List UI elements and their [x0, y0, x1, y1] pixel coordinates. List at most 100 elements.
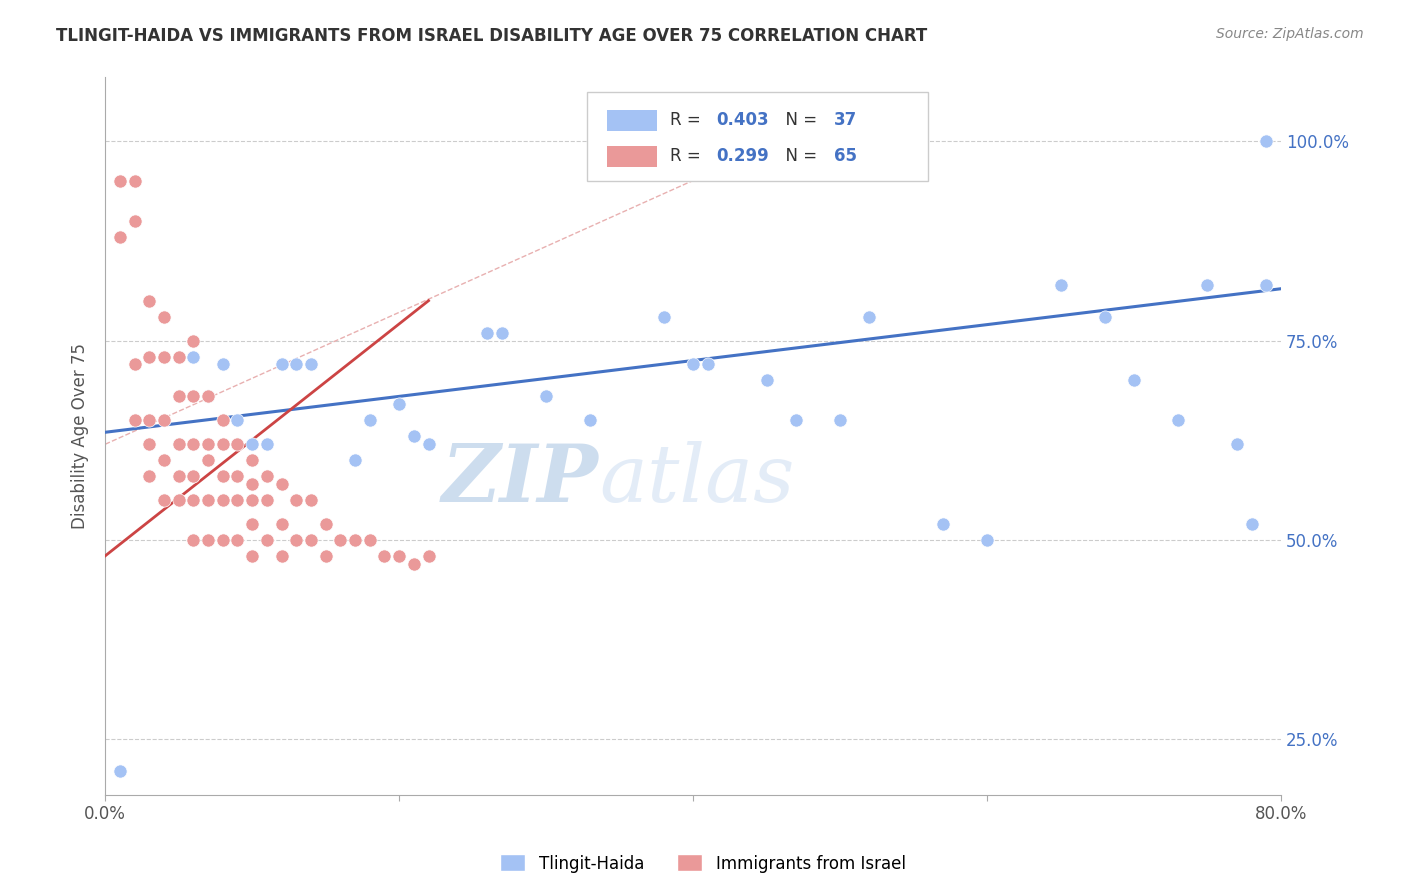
Point [197, 437, 219, 451]
Point [240, 477, 263, 491]
Point [211, 437, 233, 451]
Point [534, 389, 557, 403]
Point [153, 413, 176, 427]
Point [124, 174, 146, 188]
Text: N =: N = [775, 112, 823, 129]
Point [226, 493, 249, 508]
Point [153, 350, 176, 364]
Point [211, 533, 233, 547]
Point [1240, 516, 1263, 531]
Point [388, 549, 411, 563]
Point [183, 533, 205, 547]
Point [270, 516, 292, 531]
Point [256, 533, 278, 547]
Point [167, 389, 190, 403]
Point [240, 516, 263, 531]
Point [652, 310, 675, 324]
Point [477, 326, 499, 340]
Point [138, 437, 160, 451]
Point [858, 310, 880, 324]
Point [108, 174, 131, 188]
Point [755, 373, 778, 387]
Point [1094, 310, 1116, 324]
Point [138, 293, 160, 308]
Point [256, 437, 278, 451]
Point [240, 493, 263, 508]
Point [197, 453, 219, 467]
FancyBboxPatch shape [588, 92, 928, 181]
Bar [607, 110, 657, 131]
Point [285, 533, 308, 547]
Point [197, 533, 219, 547]
Point [211, 413, 233, 427]
Y-axis label: Disability Age Over 75: Disability Age Over 75 [72, 343, 89, 529]
Point [108, 764, 131, 779]
Point [418, 437, 440, 451]
Point [270, 477, 292, 491]
Point [226, 469, 249, 483]
Legend: Tlingit-Haida, Immigrants from Israel: Tlingit-Haida, Immigrants from Israel [494, 847, 912, 880]
Point [299, 533, 322, 547]
Point [167, 469, 190, 483]
Bar [607, 145, 657, 167]
Text: 0.299: 0.299 [717, 147, 769, 165]
Point [1226, 437, 1249, 451]
Point [167, 437, 190, 451]
Point [211, 358, 233, 372]
Point [211, 469, 233, 483]
Point [285, 358, 308, 372]
Text: N =: N = [775, 147, 823, 165]
Point [183, 469, 205, 483]
Point [1123, 373, 1146, 387]
Point [197, 493, 219, 508]
Point [211, 493, 233, 508]
Point [932, 516, 955, 531]
Text: 37: 37 [834, 112, 858, 129]
Point [256, 469, 278, 483]
Point [226, 533, 249, 547]
Point [183, 437, 205, 451]
Point [240, 549, 263, 563]
Point [183, 350, 205, 364]
Point [1197, 277, 1219, 292]
Point [108, 230, 131, 244]
Point [1256, 134, 1278, 148]
Text: Source: ZipAtlas.com: Source: ZipAtlas.com [1216, 27, 1364, 41]
Point [418, 549, 440, 563]
Point [153, 453, 176, 467]
Text: atlas: atlas [599, 441, 794, 518]
Point [1049, 277, 1071, 292]
Point [329, 533, 352, 547]
Point [373, 549, 395, 563]
Text: R =: R = [669, 112, 706, 129]
Point [240, 453, 263, 467]
Point [344, 533, 367, 547]
Point [240, 437, 263, 451]
Point [285, 493, 308, 508]
Point [167, 493, 190, 508]
Point [153, 493, 176, 508]
Point [1256, 277, 1278, 292]
Point [491, 326, 513, 340]
Point [183, 493, 205, 508]
Point [183, 334, 205, 348]
Point [124, 358, 146, 372]
Point [402, 557, 425, 571]
Point [402, 429, 425, 443]
Point [197, 389, 219, 403]
Point [785, 413, 807, 427]
Point [270, 358, 292, 372]
Point [682, 358, 704, 372]
Point [183, 389, 205, 403]
Point [388, 397, 411, 411]
Text: 0.403: 0.403 [717, 112, 769, 129]
Text: 65: 65 [834, 147, 858, 165]
Point [270, 549, 292, 563]
Point [138, 469, 160, 483]
Point [124, 214, 146, 228]
Point [315, 516, 337, 531]
Point [359, 413, 381, 427]
Point [359, 533, 381, 547]
Text: ZIP: ZIP [441, 441, 599, 518]
Text: TLINGIT-HAIDA VS IMMIGRANTS FROM ISRAEL DISABILITY AGE OVER 75 CORRELATION CHART: TLINGIT-HAIDA VS IMMIGRANTS FROM ISRAEL … [56, 27, 928, 45]
